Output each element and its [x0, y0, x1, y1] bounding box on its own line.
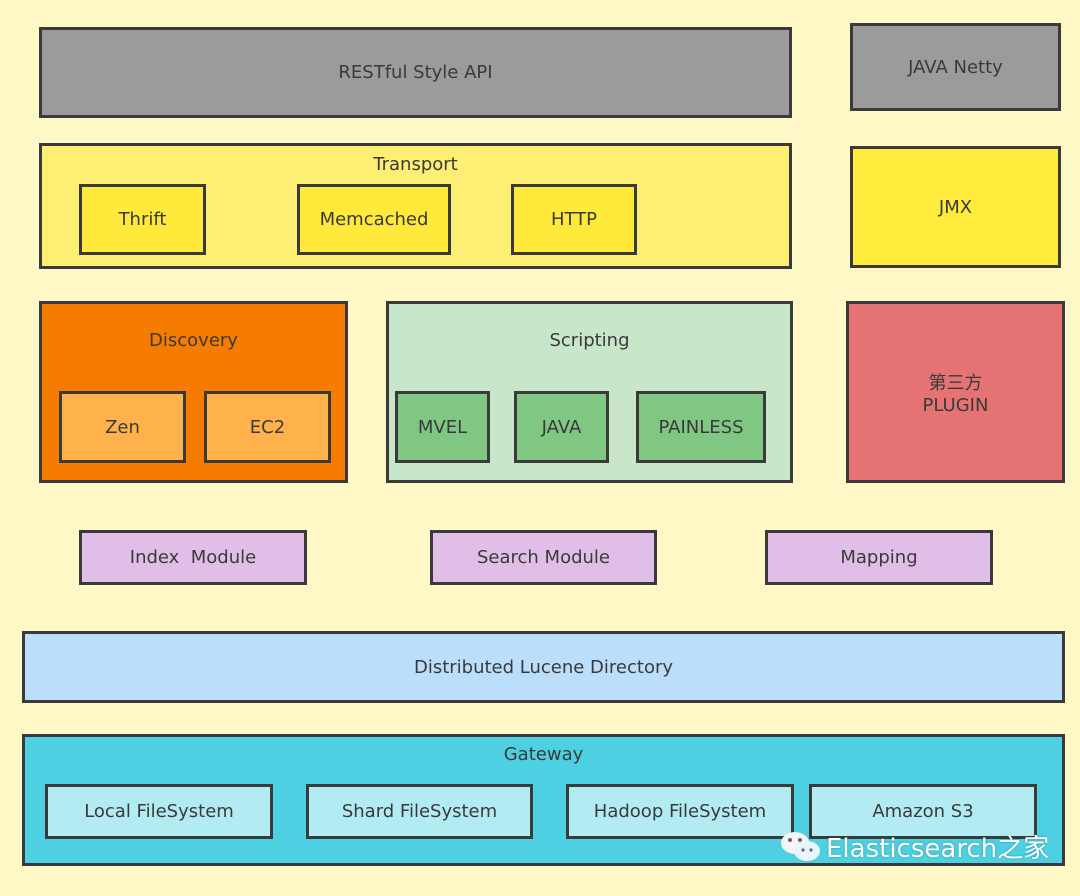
- shard-fs-box: Shard FileSystem: [306, 784, 533, 839]
- memcached-box: Memcached: [297, 184, 451, 255]
- scripting-title: Scripting: [549, 330, 630, 351]
- jmx-box: JMX: [850, 146, 1061, 268]
- amazon-s3-box: Amazon S3: [809, 784, 1037, 839]
- local-fs-box: Local FileSystem: [45, 784, 273, 839]
- plugin-box: 第三方 PLUGIN: [846, 301, 1065, 483]
- transport-title: Transport: [373, 154, 458, 175]
- plugin-line2: PLUGIN: [922, 394, 989, 416]
- painless-box: PAINLESS: [636, 391, 766, 463]
- lucene-directory-box: Distributed Lucene Directory: [22, 631, 1065, 703]
- search-module-box: Search Module: [430, 530, 657, 585]
- plugin-line1: 第三方: [928, 372, 983, 394]
- gateway-title: Gateway: [503, 744, 584, 765]
- ec2-box: EC2: [204, 391, 331, 463]
- java-netty-box: JAVA Netty: [850, 23, 1061, 111]
- mvel-box: MVEL: [395, 391, 490, 463]
- java-box: JAVA: [514, 391, 609, 463]
- zen-box: Zen: [59, 391, 186, 463]
- watermark: Elasticsearch之家: [780, 828, 1049, 865]
- restful-api-box: RESTful Style API: [39, 27, 792, 118]
- thrift-box: Thrift: [79, 184, 206, 255]
- mapping-box: Mapping: [765, 530, 993, 585]
- wechat-icon: [781, 831, 820, 861]
- discovery-title: Discovery: [149, 330, 238, 351]
- http-box: HTTP: [511, 184, 637, 255]
- index-module-box: Index Module: [79, 530, 307, 585]
- watermark-text: Elasticsearch之家: [826, 834, 1050, 864]
- hadoop-fs-box: Hadoop FileSystem: [566, 784, 794, 839]
